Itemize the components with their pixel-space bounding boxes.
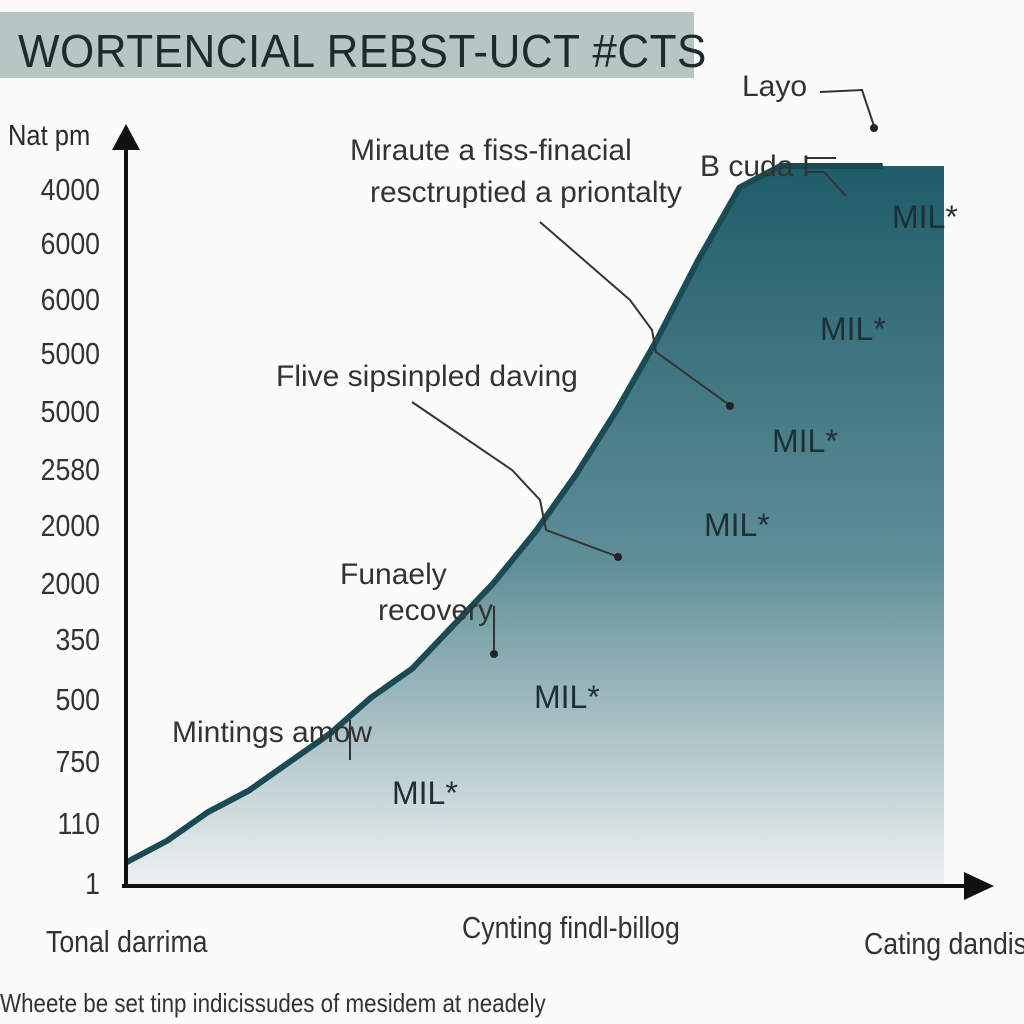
chart-title: WORTENCIAL REBST-UCT #CTS bbox=[18, 26, 707, 78]
annotation-dot bbox=[614, 553, 622, 561]
x-axis-arrow bbox=[964, 872, 994, 900]
footnote: Wheete be set tinp indicissudes of mesid… bbox=[0, 988, 546, 1018]
series-line bbox=[124, 163, 883, 866]
annotation-leader bbox=[806, 157, 847, 197]
area-label: MIL* bbox=[704, 507, 770, 543]
y-tick-label: 2580 bbox=[40, 452, 100, 487]
area-label: MIL* bbox=[392, 775, 458, 811]
annotation-dot bbox=[726, 402, 734, 410]
x-axis-label-center: Cynting findl-billog bbox=[462, 910, 680, 945]
y-tick-label: 1 bbox=[85, 866, 100, 901]
y-tick-label: 6000 bbox=[40, 282, 100, 317]
annotation-bcuda: B cuda I bbox=[700, 150, 810, 183]
annotation-recovery-2: recovery bbox=[378, 594, 493, 627]
x-axis-label-left: Tonal darrima bbox=[46, 924, 208, 959]
y-tick-label: 350 bbox=[55, 622, 100, 657]
annotation-leader bbox=[539, 221, 729, 405]
annotation-layo: Layo bbox=[742, 70, 807, 103]
y-tick-label: 500 bbox=[55, 682, 100, 717]
annotation-dot bbox=[870, 124, 878, 132]
y-tick-label: 6000 bbox=[40, 226, 100, 261]
area-label: MIL* bbox=[534, 679, 600, 715]
annotation-restructure-1: Miraute a fiss-finacial bbox=[350, 134, 632, 167]
y-axis-title: Nat pm bbox=[8, 120, 91, 152]
annotation-recovery-1: Funaely bbox=[340, 558, 447, 591]
y-tick-label: 750 bbox=[55, 744, 100, 779]
area-label: MIL* bbox=[820, 311, 886, 347]
y-tick-label: 110 bbox=[57, 806, 100, 841]
annotation-dot bbox=[490, 650, 498, 658]
x-axis-label-right: Cating dandis bbox=[864, 926, 1024, 961]
area-label: MIL* bbox=[892, 199, 958, 235]
y-tick-label: 2000 bbox=[40, 508, 100, 543]
y-axis-arrow bbox=[112, 124, 140, 150]
annotation-mintings: Mintings amow bbox=[172, 716, 372, 749]
annotation-restructure-2: resctruptied a priontalty bbox=[370, 176, 682, 209]
annotation-flive: Flive sipsinpled daving bbox=[276, 360, 578, 393]
y-tick-label: 5000 bbox=[40, 394, 100, 429]
y-tick-label: 4000 bbox=[40, 172, 100, 207]
annotation-leader bbox=[819, 88, 875, 127]
chart-title-bar: WORTENCIAL REBST-UCT #CTS bbox=[0, 12, 706, 78]
area-fill bbox=[126, 166, 944, 884]
y-tick-label: 2000 bbox=[40, 566, 100, 601]
y-tick-label: 5000 bbox=[40, 336, 100, 371]
annotation-leader bbox=[411, 401, 617, 557]
area-label: MIL* bbox=[772, 423, 838, 459]
